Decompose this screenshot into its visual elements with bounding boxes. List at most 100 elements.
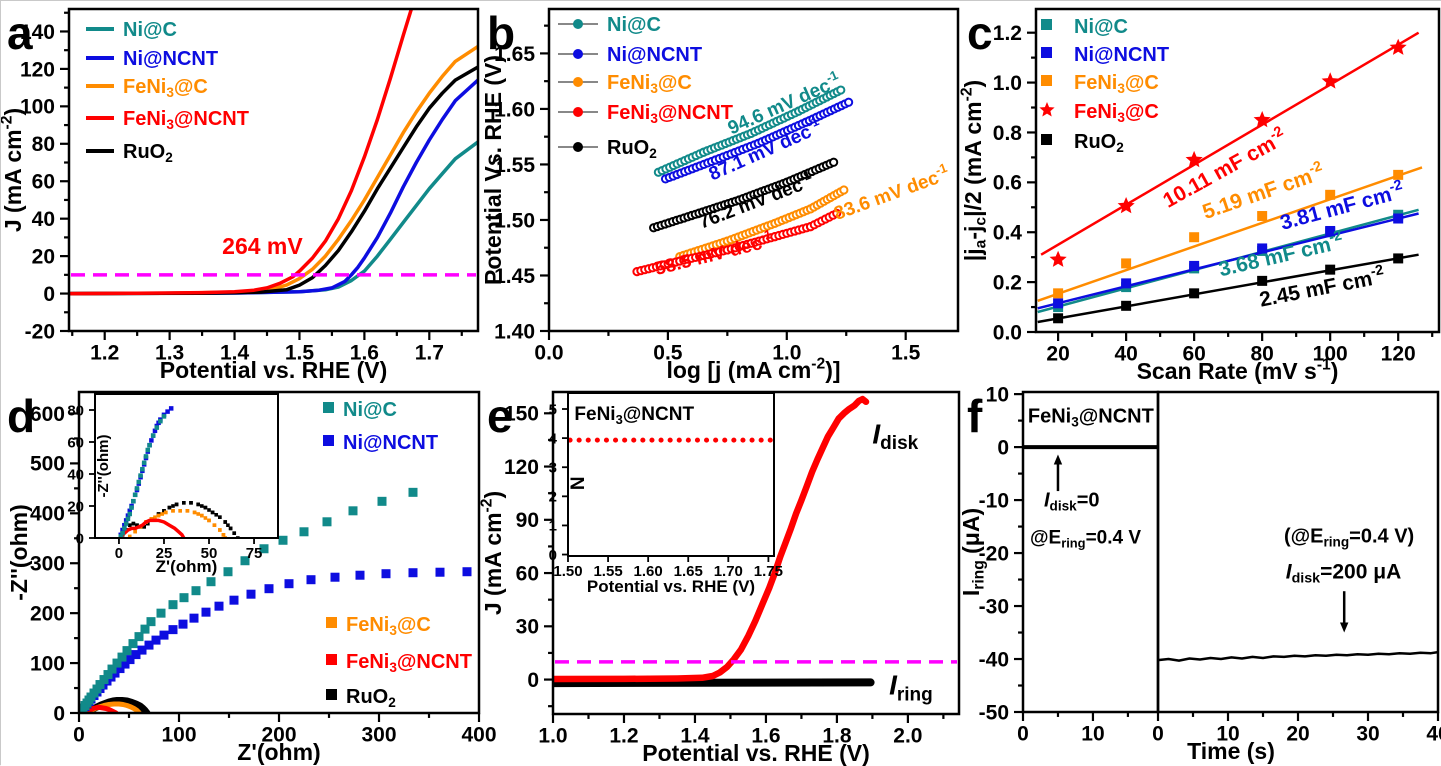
- y-tick-label: 200: [30, 603, 65, 626]
- y-tick-label: 1: [549, 518, 557, 535]
- x-tick-label: 10: [1081, 722, 1104, 745]
- legend-item: Ni@C: [323, 399, 397, 421]
- x-tick-label: 1.2: [609, 724, 638, 747]
- x-tick-label: 1.75: [754, 563, 783, 580]
- annotation-text: Idisk=200 μA: [1286, 560, 1402, 586]
- legend-item: FeNi3@NCNT: [326, 651, 472, 675]
- series-Ni@NCNT: [1037, 212, 1419, 310]
- x-tick-label: 1.60: [634, 563, 663, 580]
- legend-label: Ni@NCNT: [1074, 44, 1169, 66]
- y-tick-label: -50: [979, 701, 1009, 724]
- panel-letter-b: b: [487, 7, 515, 59]
- y-tick-label: 0: [43, 283, 55, 306]
- x-tick-label: 200: [261, 723, 296, 746]
- x-axis-title: Scan Rate (mV s-1): [1137, 356, 1339, 384]
- plot-area: [1037, 31, 1423, 324]
- y-tick-label: -10: [979, 489, 1009, 512]
- legend-label: Ni@NCNT: [607, 44, 702, 66]
- series-Ni@NCNT: [660, 97, 854, 184]
- x-tick-label: 0.0: [534, 341, 563, 364]
- y-tick-label: 40: [32, 208, 55, 231]
- x-tick-label: 1.6: [350, 341, 379, 364]
- legend-item: RuO2: [1041, 131, 1124, 155]
- y-tick-label: 1.55: [494, 154, 535, 177]
- x-tick-label: 100: [161, 723, 196, 746]
- y-tick-label: 10: [986, 383, 1009, 406]
- y-tick-label: 1.2: [993, 22, 1022, 45]
- series-RuO2: [68, 65, 479, 296]
- legend-item: FeNi3@C: [326, 614, 431, 638]
- plot-frame: [67, 7, 480, 333]
- x-tick-label: 0: [73, 723, 85, 746]
- x-tick-label: 1.55: [593, 563, 622, 580]
- inset-background: [568, 393, 774, 556]
- y-tick-label: 0.0: [993, 321, 1022, 344]
- x-tick-label: 60: [1182, 342, 1205, 365]
- x-tick-label: 0.5: [653, 341, 683, 364]
- annotation-text: FeNi3@NCNT: [574, 404, 694, 427]
- y-tick-label: 0: [527, 669, 539, 692]
- y-tick-label: 500: [30, 453, 65, 476]
- annotation-arrow: [1340, 591, 1349, 633]
- x-tick-label: 400: [461, 723, 496, 746]
- series-FeNi3@NCNT-inset: [119, 518, 186, 539]
- axis-ticks: 1.50 1.55 1.60 1.65 1.70 1.75 0 1 2 3 4 5: [549, 401, 783, 580]
- y-tick-label: 2: [549, 489, 557, 506]
- axis-ticks: 0.0 0.5 1.0 1.5 1.40 1.45 1.50 1.55 1.60 1.65: [494, 24, 921, 364]
- y-tick-label: 0.6: [993, 172, 1022, 195]
- legend-label: FeNi3@NCNT: [607, 102, 733, 126]
- annotation-text: Idisk=0: [1044, 489, 1100, 513]
- y-tick-label: 100: [30, 652, 65, 675]
- x-tick-label: 1.65: [674, 563, 703, 580]
- legend-item: Ni@C: [86, 19, 177, 41]
- legend-label: FeNi3@C: [346, 614, 431, 638]
- x-tick-label: 1.4: [680, 724, 710, 747]
- x-tick-label: 120: [1381, 342, 1416, 365]
- y-tick-label: -40: [979, 648, 1009, 671]
- x-tick-label: 80: [1250, 342, 1273, 365]
- y-axis-title: Potential Vs. RHE (V): [480, 55, 506, 285]
- x-tick-label: 1.70: [714, 563, 743, 580]
- series-Ni@C: [653, 85, 846, 177]
- y-tick-label: 120: [504, 456, 539, 479]
- legend-label: RuO2: [346, 686, 396, 710]
- plot-area: [552, 395, 957, 688]
- axis-ticks: 0 10 20 30 40: [1152, 712, 1441, 745]
- x-axis-title: Time (s): [1187, 738, 1275, 764]
- x-tick-label: 40: [1426, 722, 1441, 745]
- legend-label: Ni@NCNT: [343, 432, 438, 454]
- legend-item: FeNi3@C: [1039, 101, 1159, 125]
- y-tick-label: 20: [67, 498, 84, 515]
- x-tick-label: 1.0: [538, 724, 567, 747]
- series-FeNi3@NCNT: [1040, 31, 1420, 267]
- y-axis-title: J (mA cm-2): [478, 491, 506, 615]
- x-tick-label: 1.3: [155, 341, 184, 364]
- x-tick-label: 75: [246, 545, 263, 562]
- x-tick-label: 1.5: [891, 341, 921, 364]
- x-axis-title: Z'(ohm): [156, 557, 218, 576]
- y-axis-title: -Z''(ohm): [95, 435, 112, 498]
- panel-letter-d: d: [7, 390, 35, 442]
- annotation-text: N: [568, 476, 589, 490]
- annotation-text: FeNi3@NCNT: [1028, 406, 1154, 430]
- series-Ni@C-inset: [118, 414, 167, 539]
- annotation-text: (@Ering=0.4 V): [1284, 525, 1414, 549]
- annotation-text: @Ering=0.4 V: [1030, 528, 1141, 551]
- legend-item: Ni@NCNT: [1041, 44, 1169, 66]
- plot-area: [632, 85, 854, 277]
- plot-area: [78, 487, 472, 714]
- panel-b: 0.0 0.5 1.0 1.5 1.40 1.45 1.50 1.55 1.60 1.65 log …: [480, 7, 960, 383]
- y-tick-label: 0.4: [993, 222, 1023, 245]
- y-tick-label: 60: [67, 434, 84, 451]
- legend-label: FeNi3@C: [123, 76, 208, 100]
- series-Ni@C: [78, 487, 418, 714]
- y-tick-label: 400: [30, 503, 65, 526]
- y-tick-label: 0: [76, 530, 84, 547]
- series-FeNi3@C: [675, 185, 849, 262]
- x-axis-title: Potential vs. RHE (V): [160, 357, 387, 383]
- panel-e: 1.0 1.2 1.4 1.6 1.8 2.00306090120150Potential…: [478, 390, 961, 766]
- series-I_disk: [552, 395, 870, 683]
- legend-item: FeNi3@C: [1041, 72, 1159, 96]
